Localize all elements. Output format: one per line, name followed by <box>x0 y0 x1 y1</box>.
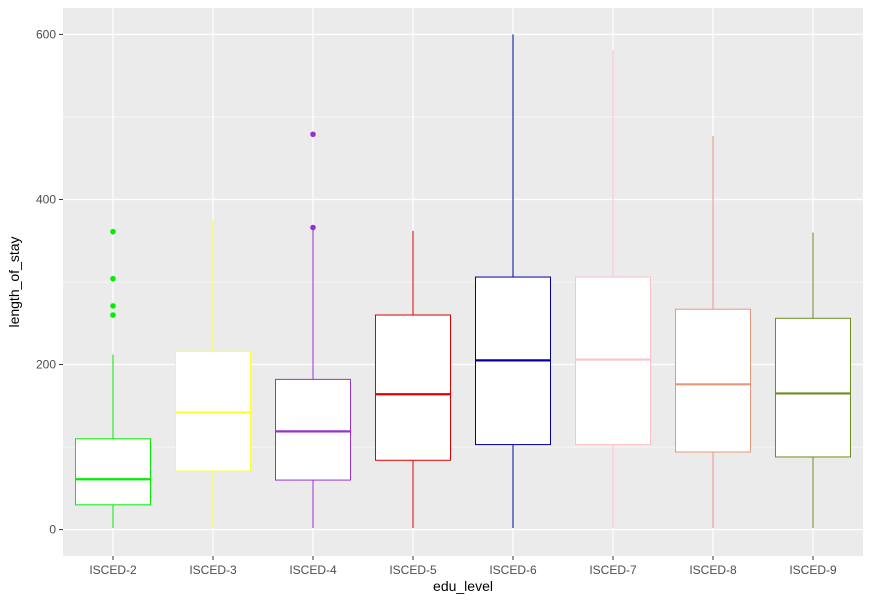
y-axis-title: length_of_stay <box>6 236 22 327</box>
box-isced-9 <box>775 232 851 528</box>
outlier-point <box>310 131 316 138</box>
x-axis: ISCED-2 ISCED-3 ISCED-4 ISCED-5 ISCED-6 ISCED… <box>89 556 837 577</box>
boxes-layer <box>75 34 851 528</box>
outlier-point <box>110 228 116 235</box>
box-body <box>575 276 651 446</box>
y-axis: 0 200 400 600 <box>36 27 63 537</box>
outlier-point <box>110 312 116 318</box>
box-isced-8 <box>675 135 751 528</box>
x-tick-label: ISCED-2 <box>89 563 137 577</box>
box-body <box>175 350 251 472</box>
x-tick-label: ISCED-8 <box>689 563 737 577</box>
outlier-point <box>110 275 116 282</box>
y-tick-label: 600 <box>36 27 56 41</box>
y-tick-label: 200 <box>36 358 56 372</box>
box-body <box>675 308 751 453</box>
box-isced-6 <box>475 34 551 528</box>
outlier-point <box>310 224 316 231</box>
x-tick-label: ISCED-7 <box>589 563 637 577</box>
box-body <box>75 438 151 506</box>
box-body <box>275 378 351 481</box>
outlier-point <box>110 303 116 309</box>
box-isced-4 <box>275 131 351 528</box>
box-isced-5 <box>375 230 451 528</box>
x-tick-label: ISCED-4 <box>289 563 337 577</box>
y-tick-label: 0 <box>49 523 56 537</box>
x-tick-label: ISCED-3 <box>189 563 237 577</box>
x-axis-title: edu_level <box>433 578 493 594</box>
x-tick-label: ISCED-5 <box>389 563 437 577</box>
box-isced-7 <box>575 50 651 528</box>
x-tick-label: ISCED-6 <box>489 563 537 577</box>
x-tick-label: ISCED-9 <box>789 563 837 577</box>
box-isced-2 <box>75 228 151 528</box>
box-body <box>375 314 451 461</box>
y-tick-label: 400 <box>36 192 56 206</box>
box-body <box>775 317 851 458</box>
box-isced-3 <box>175 220 251 528</box>
